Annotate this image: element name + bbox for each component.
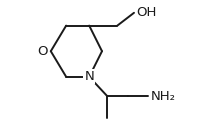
Text: OH: OH [136, 6, 157, 19]
Text: N: N [84, 70, 94, 83]
Text: O: O [37, 45, 48, 58]
Text: NH₂: NH₂ [151, 89, 176, 103]
